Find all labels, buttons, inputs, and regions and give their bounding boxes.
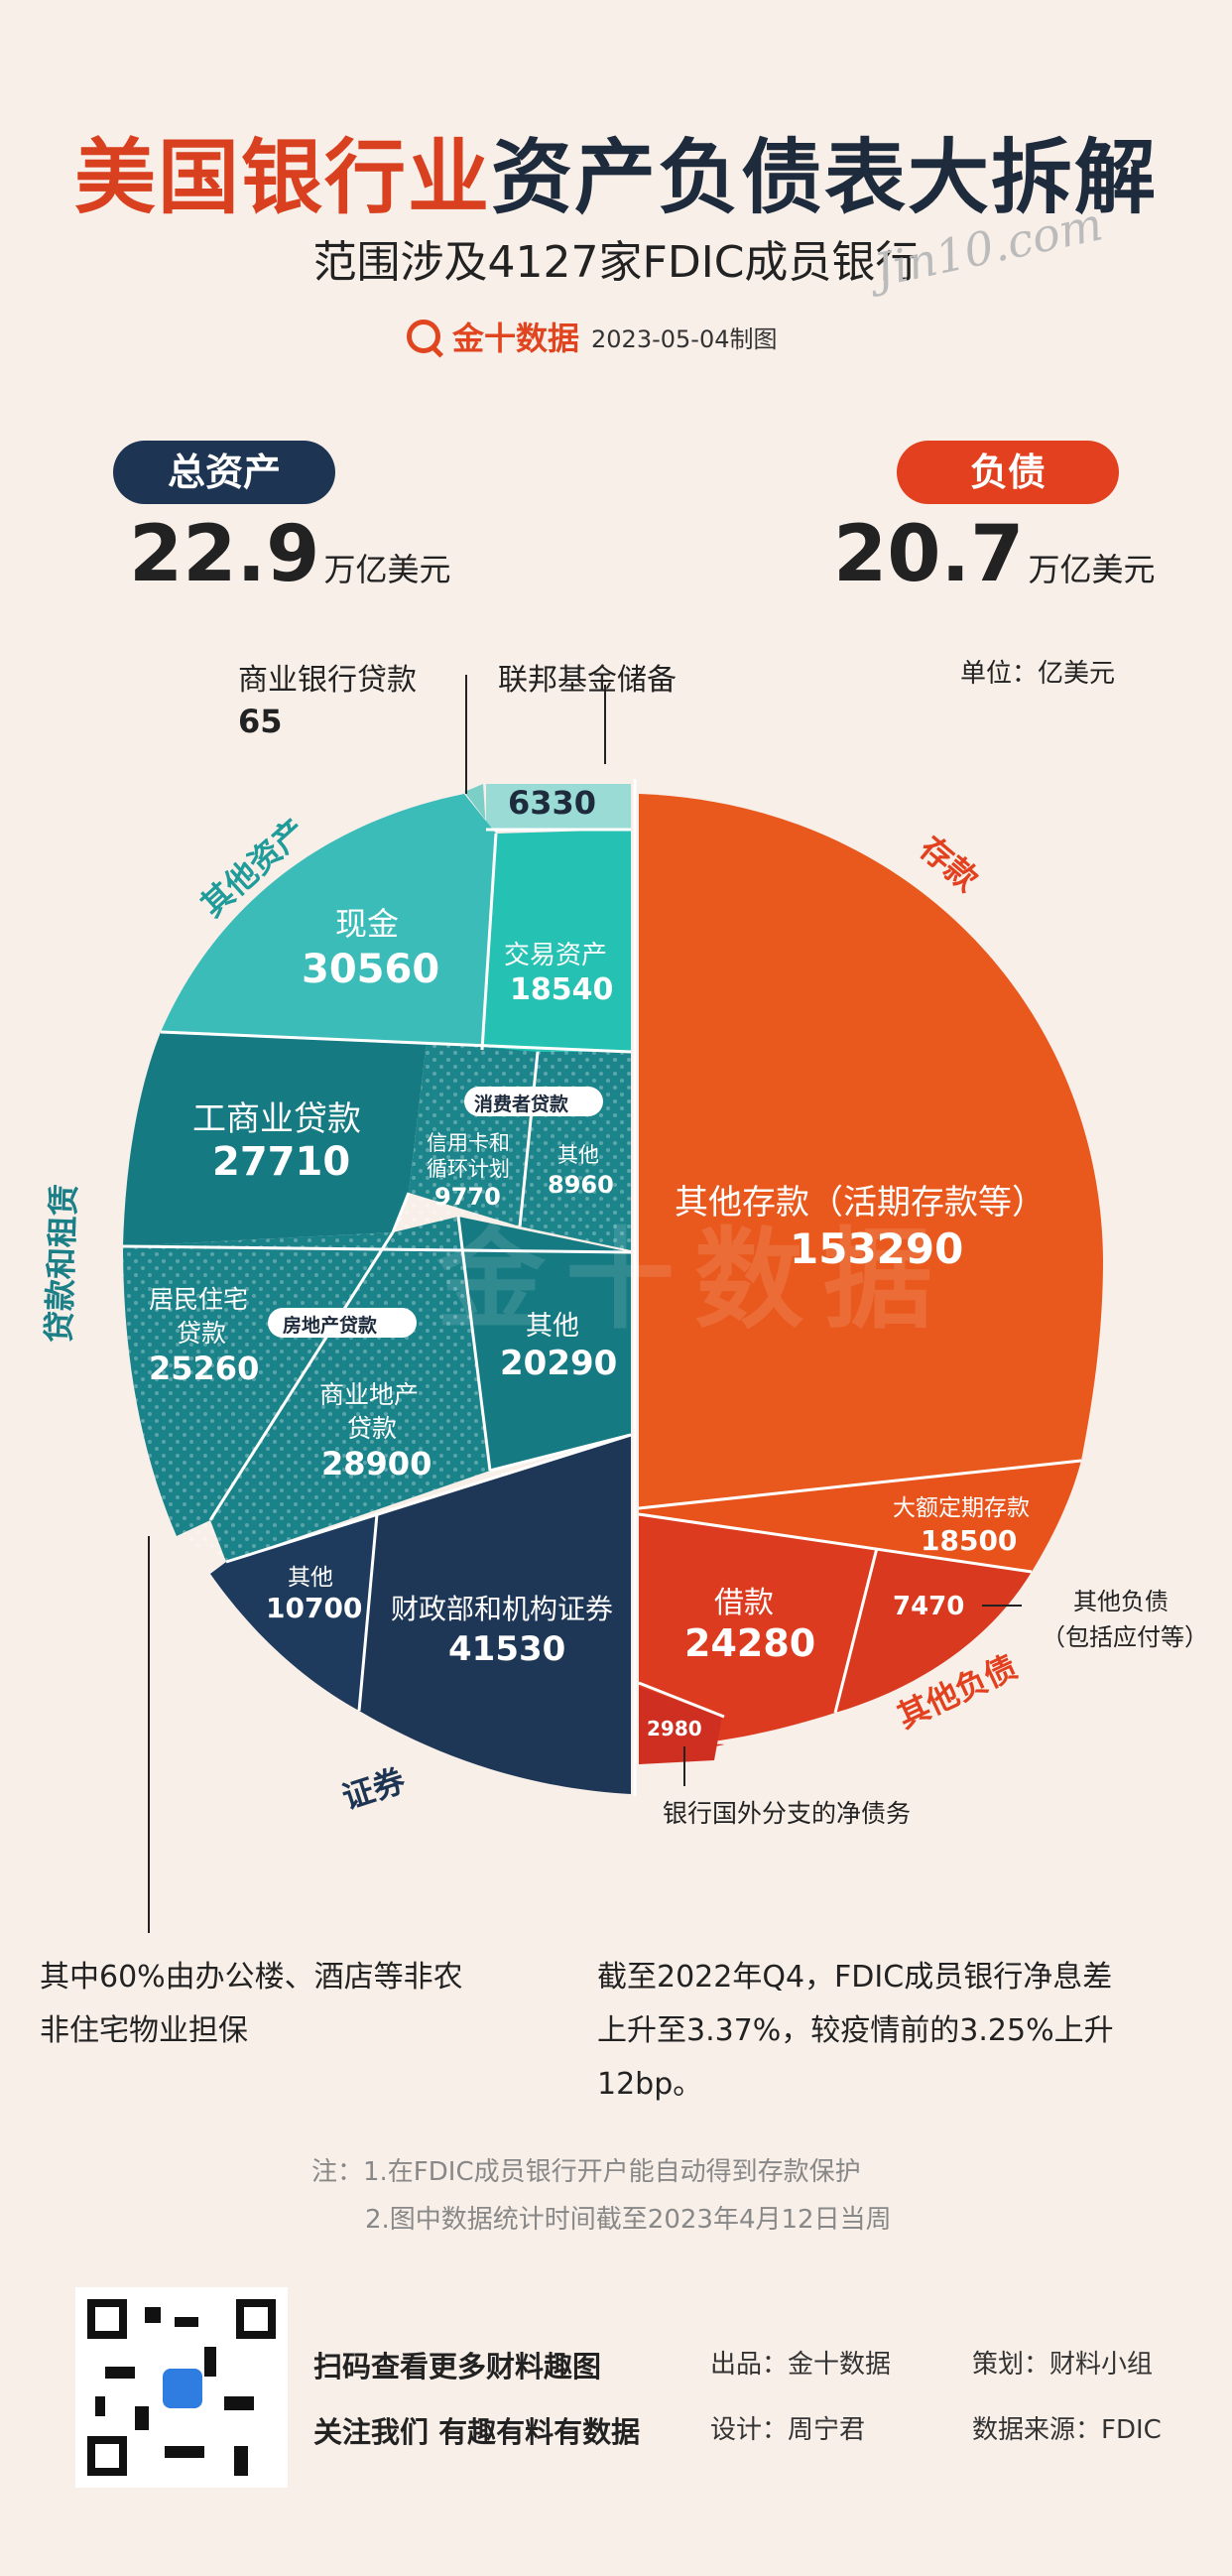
consumer-tag: 消费者贷款 [474, 1094, 569, 1115]
cash-label: 现金 [335, 905, 400, 943]
slice-securities-other [210, 1514, 377, 1711]
re-tag: 房地产贷款 [283, 1315, 378, 1337]
qr-logo-icon [163, 2369, 202, 2408]
borrow-label: 借款 [714, 1586, 774, 1620]
footer-scan: 扫码查看更多财料趣图 [313, 2350, 602, 2383]
consumer-tag-bg [464, 1087, 603, 1116]
loan-other-value: 20290 [500, 1344, 618, 1383]
title-red-part: 美国银行业 [73, 130, 491, 225]
title-dark-part: 资产负债表大拆解 [491, 130, 1159, 225]
center-watermark: 金十数据 [436, 1217, 952, 1344]
dep-other-value: 153290 [790, 1224, 964, 1273]
slice-loans-other [458, 1217, 631, 1471]
trading-label: 交易资产 [504, 941, 608, 970]
treasury-value: 41530 [448, 1629, 566, 1669]
slice-cash [161, 794, 496, 1050]
leader-lines [148, 675, 1022, 1933]
qr-code[interactable] [75, 2287, 288, 2488]
footer-planner: 策划：财料小组 [972, 2350, 1154, 2380]
assets-pill: 总资产 [113, 441, 335, 504]
oth-liab-label-2: （包括应付等） [1042, 1623, 1208, 1651]
dep-other-label: 其他存款（活期存款等） [675, 1183, 1046, 1223]
loan-dot-pattern [123, 1042, 631, 1562]
re-tag-bg [268, 1308, 417, 1338]
liabilities-unit: 万亿美元 [1028, 551, 1156, 588]
page-subtitle: 范围涉及4127家FDIC成员银行 [312, 237, 920, 288]
oth-liab-value: 7470 [893, 1592, 965, 1621]
cash-value: 30560 [302, 947, 440, 992]
brand-logo-icon [407, 320, 440, 353]
res-value: 25260 [149, 1350, 260, 1387]
credit-label-1: 信用卡和 [427, 1131, 510, 1155]
slice-trading-assets [482, 830, 631, 1060]
cd-value: 18500 [921, 1524, 1018, 1557]
liabilities-pill: 负债 [897, 441, 1119, 504]
assets-unit: 万亿美元 [323, 551, 451, 588]
footnote-2: 2.图中数据统计时间截至2023年4月12日当周 [365, 2205, 892, 2235]
slice-other-liabilities [835, 1548, 1032, 1713]
left-note: 其中60%由办公楼、酒店等非农 非住宅物业担保 [40, 1951, 463, 2058]
right-note-line-3: 12bp。 [597, 2067, 703, 2102]
brand-name: 金十数据 [452, 320, 580, 357]
oth-liab-label-1: 其他负债 [1073, 1588, 1169, 1615]
cons-other-label: 其他 [557, 1143, 599, 1167]
loan-other-label: 其他 [526, 1311, 579, 1342]
left-note-line-1: 其中60%由办公楼、酒店等非农 [40, 1960, 463, 1995]
slice-foreign-office-debt-body [639, 1687, 722, 1764]
slice-fed-funds-reserve [486, 784, 631, 830]
cre-label-2: 贷款 [347, 1414, 398, 1443]
liabilities-total: 20.7 万亿美元 [833, 510, 1155, 599]
assets-value: 22.9 [129, 510, 320, 599]
fedfunds-label: 联邦基金储备 [498, 663, 677, 698]
fedfunds-value: 6330 [508, 784, 597, 822]
slice-separators [122, 779, 1082, 1796]
res-label-1: 居民住宅 [149, 1285, 249, 1314]
res-label-2: 贷款 [177, 1319, 227, 1348]
cbloan-value: 65 [238, 703, 283, 740]
slice-large-time-deposits [639, 1461, 1081, 1572]
group-loans: 贷款和租赁 [40, 1183, 83, 1344]
right-note-line-1: 截至2022年Q4，FDIC成员银行净息差 [597, 1960, 1113, 1995]
cre-value: 28900 [321, 1445, 432, 1482]
right-note-line-2: 上升至3.37%，较疫情前的3.25%上升 [597, 2013, 1114, 2048]
foreign-value: 2980 [647, 1717, 702, 1740]
slice-ci-loans [123, 1032, 427, 1246]
footer-follow: 关注我们 有趣有料有数据 [313, 2415, 641, 2449]
liabilities-value: 20.7 [833, 510, 1025, 599]
footer-producer: 出品：金十数据 [710, 2350, 892, 2380]
footer-designer: 设计：周宁君 [710, 2415, 866, 2445]
credit-value: 9770 [434, 1183, 501, 1211]
ci-label: 工商业贷款 [192, 1099, 361, 1139]
foreign-label: 银行国外分支的净债务 [663, 1799, 912, 1828]
sec-other-value: 10700 [266, 1592, 363, 1624]
slice-other-deposits [639, 794, 1103, 1508]
unit-note: 单位：亿美元 [960, 659, 1116, 689]
chart-date: 2023-05-04制图 [591, 324, 778, 353]
credit-label-2: 循环计划 [427, 1157, 510, 1181]
cons-other-value: 8960 [548, 1171, 614, 1199]
footnote-1: 注：1.在FDIC成员银行开户能自动得到存款保护 [311, 2157, 861, 2187]
cbloan-label: 商业银行贷款 [238, 663, 417, 698]
borrow-value: 24280 [684, 1621, 816, 1665]
brand-row: 金十数据 2023-05-04制图 [407, 314, 778, 359]
footer-source: 数据来源：FDIC [972, 2415, 1162, 2445]
slice-treasury [359, 1435, 631, 1794]
right-note: 截至2022年Q4，FDIC成员银行净息差 上升至3.37%，较疫情前的3.25… [597, 1951, 1114, 2112]
treasury-label: 财政部和机构证券 [391, 1593, 614, 1625]
slice-borrowings [639, 1514, 877, 1746]
assets-total: 22.9 万亿美元 [129, 510, 450, 599]
slice-commercial-bank-loans [464, 784, 496, 834]
trading-value: 18540 [510, 972, 614, 1007]
left-note-line-2: 非住宅物业担保 [40, 2013, 248, 2048]
sec-other-label: 其他 [288, 1565, 333, 1591]
ci-value: 27710 [212, 1139, 351, 1185]
cre-label-1: 商业地产 [319, 1380, 420, 1409]
cd-label: 大额定期存款 [893, 1495, 1030, 1521]
page-title: 美国银行业资产负债表大拆解 [0, 111, 1232, 229]
